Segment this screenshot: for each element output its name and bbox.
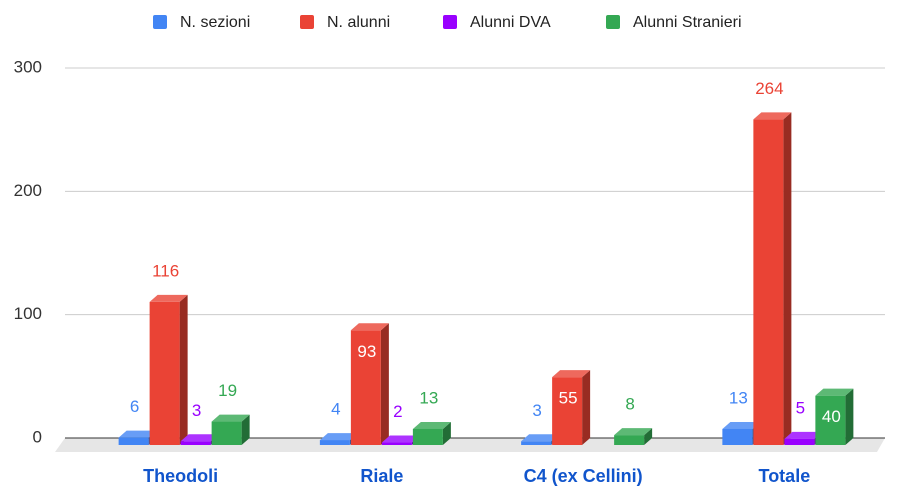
bar bbox=[722, 428, 753, 445]
legend-swatch bbox=[153, 15, 167, 29]
x-tick-label: Riale bbox=[360, 466, 403, 486]
value-label: 6 bbox=[130, 397, 139, 416]
bar-side bbox=[783, 112, 792, 446]
bar-top bbox=[784, 431, 823, 439]
y-tick-label: 200 bbox=[14, 181, 42, 200]
value-label: 93 bbox=[357, 342, 376, 361]
bar-side bbox=[241, 414, 250, 445]
bar-side bbox=[582, 370, 591, 445]
bar bbox=[149, 301, 180, 445]
bar-top bbox=[319, 433, 358, 441]
legend-label: N. alunni bbox=[327, 14, 390, 31]
x-tick-label: C4 (ex Cellini) bbox=[524, 466, 643, 486]
bar-top bbox=[412, 421, 451, 429]
bar-side bbox=[179, 294, 188, 445]
bar-top bbox=[211, 414, 250, 422]
value-label: 3 bbox=[532, 401, 541, 420]
value-label: 116 bbox=[152, 261, 179, 280]
value-label: 4 bbox=[331, 400, 340, 419]
bar bbox=[753, 119, 784, 446]
value-label: 264 bbox=[755, 79, 783, 98]
bar-top bbox=[753, 112, 792, 120]
legend-label: N. sezioni bbox=[180, 14, 250, 31]
legend-swatch bbox=[606, 15, 620, 29]
value-label: 40 bbox=[822, 407, 841, 426]
bar-side bbox=[442, 421, 451, 445]
bar-top bbox=[118, 430, 157, 438]
bar bbox=[350, 330, 381, 445]
bar bbox=[521, 441, 552, 445]
value-label: 13 bbox=[419, 388, 438, 407]
x-tick-label: Theodoli bbox=[143, 466, 218, 486]
bar-top bbox=[350, 323, 389, 331]
bar bbox=[381, 442, 412, 445]
x-tick-label: Totale bbox=[759, 466, 811, 486]
bar bbox=[815, 395, 846, 445]
bar bbox=[319, 440, 350, 445]
bar-side bbox=[644, 428, 653, 445]
bar bbox=[180, 441, 211, 445]
bar-side bbox=[845, 388, 854, 445]
bar-top bbox=[815, 388, 854, 396]
bar bbox=[552, 377, 583, 445]
bar-top bbox=[722, 421, 761, 429]
bar bbox=[784, 438, 815, 445]
legend-label: Alunni Stranieri bbox=[633, 14, 742, 31]
bar bbox=[118, 437, 149, 445]
y-tick-label: 0 bbox=[33, 427, 42, 446]
value-label: 5 bbox=[796, 398, 805, 417]
bar-top bbox=[381, 435, 420, 443]
value-label: 55 bbox=[559, 389, 578, 408]
bar bbox=[211, 421, 242, 445]
bar-top bbox=[552, 370, 591, 378]
bar-side bbox=[380, 323, 389, 445]
value-label: 2 bbox=[393, 402, 402, 421]
bar bbox=[614, 435, 645, 445]
bar-top bbox=[614, 428, 653, 436]
bar-top bbox=[521, 434, 560, 442]
value-label: 8 bbox=[625, 395, 634, 414]
bar-top bbox=[180, 434, 219, 442]
value-label: 19 bbox=[218, 381, 237, 400]
value-label: 13 bbox=[729, 388, 748, 407]
floor bbox=[55, 438, 885, 452]
bar-top bbox=[149, 294, 188, 302]
y-tick-label: 300 bbox=[14, 57, 42, 76]
bar bbox=[412, 428, 443, 445]
legend-label: Alunni DVA bbox=[470, 14, 551, 31]
value-label: 3 bbox=[192, 401, 201, 420]
legend-swatch bbox=[443, 15, 457, 29]
legend-swatch bbox=[300, 15, 314, 29]
y-tick-label: 100 bbox=[14, 304, 42, 323]
